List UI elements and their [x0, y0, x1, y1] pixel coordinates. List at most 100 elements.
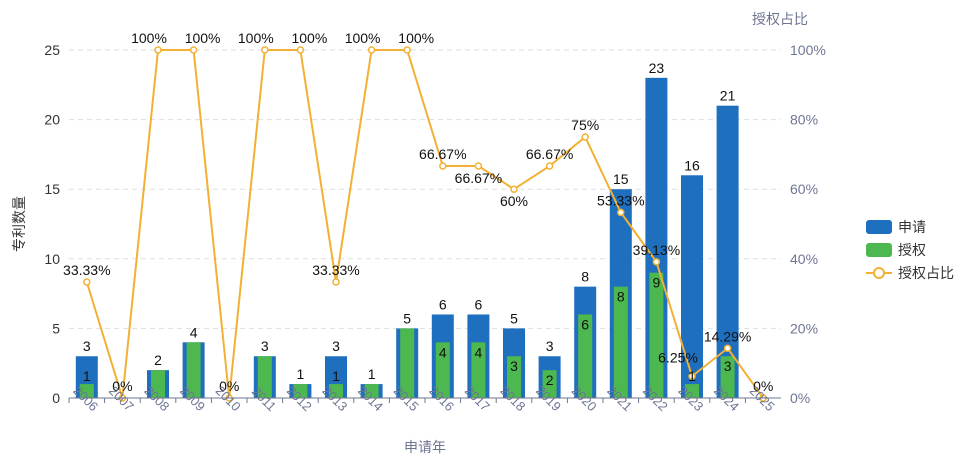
- legend-item-grant[interactable]: 授权: [866, 242, 926, 258]
- legend-apply-swatch: [866, 220, 892, 234]
- bar-apply-label: 8: [581, 269, 589, 285]
- bar-grant[interactable]: [329, 384, 343, 398]
- bar-grant[interactable]: [435, 342, 450, 398]
- legend-apply-label: 申请: [898, 219, 926, 235]
- ratio-label: 100%: [291, 30, 327, 46]
- ratio-point[interactable]: [403, 46, 411, 54]
- ratio-point[interactable]: [83, 278, 91, 286]
- bar-apply-label: 3: [332, 338, 340, 354]
- ratio-label: 33.33%: [63, 262, 110, 278]
- ratio-point[interactable]: [296, 46, 305, 54]
- bar-grant-label: 1: [83, 368, 91, 384]
- ratio-point[interactable]: [261, 46, 269, 54]
- bar-grant-label: 2: [546, 372, 554, 388]
- bar-grant[interactable]: [151, 370, 165, 398]
- bar-apply-label: 16: [684, 157, 700, 173]
- ratio-label: 66.67%: [455, 170, 502, 186]
- ratio-label: 0%: [112, 378, 132, 394]
- bar-grant-label: 3: [510, 358, 518, 374]
- ratio-label: 66.67%: [526, 146, 573, 162]
- ratio-label: 39.13%: [633, 242, 680, 258]
- ratio-point[interactable]: [332, 278, 340, 286]
- ratio-point[interactable]: [367, 46, 376, 54]
- bar-grant[interactable]: [649, 272, 664, 398]
- bar-apply[interactable]: [716, 105, 739, 399]
- bar-apply-label: 5: [510, 310, 518, 326]
- bar-grant[interactable]: [471, 342, 486, 398]
- ratio-label: 100%: [131, 30, 167, 46]
- ratio-point[interactable]: [545, 162, 554, 170]
- ratio-label: 6.25%: [658, 349, 698, 365]
- y2-tick-label: 0%: [790, 390, 810, 406]
- ratio-point[interactable]: [581, 133, 589, 141]
- ratio-point[interactable]: [474, 162, 483, 170]
- y-tick-label: 20: [44, 112, 60, 128]
- ratio-point[interactable]: [439, 162, 447, 170]
- ratio-label: 14.29%: [704, 328, 751, 344]
- ratio-line: [85, 49, 765, 399]
- bar-grant[interactable]: [720, 356, 735, 398]
- bar-apply-label: 23: [649, 60, 665, 76]
- bar-grant-label: 6: [581, 316, 589, 332]
- bar-apply-label: 2: [154, 352, 162, 368]
- ratio-label: 100%: [398, 30, 434, 46]
- ratio-point[interactable]: [617, 208, 625, 217]
- legend-ratio-marker: [873, 267, 885, 279]
- y-tick-label: 0: [52, 390, 60, 406]
- bar-apply[interactable]: [681, 175, 703, 398]
- bar-apply-label: 6: [439, 296, 447, 312]
- y2-tick-label: 40%: [790, 251, 818, 267]
- legend-item-ratio[interactable]: 授权占比: [866, 265, 954, 281]
- bar-apply-label: 1: [368, 366, 376, 382]
- bar-grant[interactable]: [685, 384, 699, 398]
- ratio-label: 60%: [500, 193, 528, 209]
- bar-apply-label: 15: [613, 171, 629, 187]
- legend-ratio-label: 授权占比: [898, 265, 954, 281]
- legend-grant-label: 授权: [898, 242, 926, 258]
- bar-grant-label: 1: [688, 368, 696, 384]
- ratio-label: 100%: [238, 30, 274, 46]
- legend: 申请 授权 授权占比: [866, 219, 954, 281]
- bar-grant[interactable]: [613, 286, 628, 398]
- legend-grant-swatch: [866, 243, 892, 257]
- ratio-label: 75%: [571, 117, 599, 133]
- y2-tick-label: 60%: [790, 181, 818, 197]
- bar-grant[interactable]: [186, 342, 201, 398]
- y-tick-label: 5: [52, 320, 60, 336]
- bar-apply-label: 5: [403, 310, 411, 326]
- y2-tick-label: 100%: [790, 42, 826, 58]
- bar-grant-label: 8: [617, 289, 625, 305]
- ratio-point[interactable]: [189, 46, 198, 54]
- y2-tick-label: 20%: [790, 320, 818, 336]
- ratio-point[interactable]: [688, 372, 696, 380]
- ratio-point[interactable]: [723, 344, 732, 353]
- bar-grant[interactable]: [293, 384, 308, 398]
- ratio-label: 66.67%: [419, 146, 466, 162]
- y2-axis-title: 授权占比: [752, 11, 808, 27]
- y-tick-label: 25: [44, 42, 60, 58]
- ratio-label: 100%: [185, 30, 221, 46]
- y-axis-title: 专利数量: [11, 196, 27, 252]
- bar-grant[interactable]: [542, 370, 557, 398]
- ratio-label: 0%: [753, 378, 773, 394]
- bar-grant[interactable]: [257, 356, 272, 398]
- legend-item-apply[interactable]: 申请: [866, 219, 926, 235]
- bar-grant-label: 9: [653, 275, 661, 291]
- bar-grant[interactable]: [400, 328, 415, 398]
- ratio-label: 33.33%: [312, 262, 359, 278]
- bar-grant[interactable]: [364, 384, 379, 398]
- bar-grant-label: 4: [439, 344, 447, 360]
- ratio-point[interactable]: [154, 46, 162, 54]
- y-tick-label: 10: [44, 251, 60, 267]
- bar-apply-label: 3: [546, 338, 554, 354]
- ratio-point[interactable]: [652, 258, 661, 266]
- ratio-label: 100%: [345, 30, 381, 46]
- bar-grant-label: 4: [475, 344, 483, 360]
- y2-tick-label: 80%: [790, 112, 818, 128]
- ratio-point[interactable]: [510, 185, 518, 193]
- bar-apply-label: 21: [720, 88, 736, 104]
- bar-grant[interactable]: [507, 356, 521, 398]
- bar-grant-label: 3: [724, 358, 732, 374]
- bar-grant[interactable]: [79, 384, 94, 398]
- bar-grant[interactable]: [578, 314, 593, 398]
